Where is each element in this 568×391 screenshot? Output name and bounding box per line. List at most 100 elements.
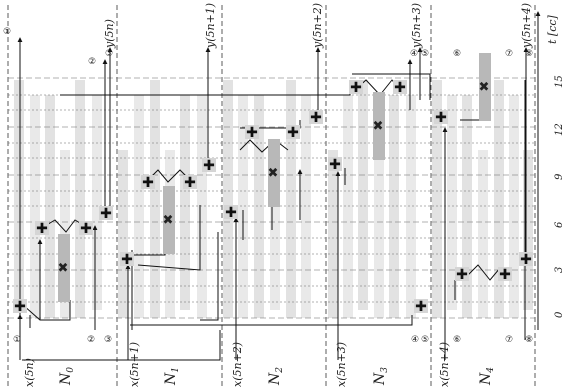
- register-stripe: [270, 150, 280, 310]
- input-label-4: x(5n+4): [438, 342, 451, 387]
- cycle-tick-6: 6: [554, 221, 565, 228]
- cycle-tick-0: 0: [554, 311, 565, 318]
- adder-3-2: ✚: [394, 80, 406, 96]
- marker-bottom-6: ⑥: [453, 335, 461, 345]
- adder-4-2: ✚: [499, 267, 511, 283]
- output-label-3: y(5n+3): [410, 3, 423, 49]
- register-stripe: [494, 80, 504, 318]
- block-label-0: N0: [58, 367, 76, 386]
- register-stripe: [509, 95, 519, 318]
- register-stripe: [30, 95, 40, 318]
- register-stripe: [447, 95, 457, 310]
- register-stripe: [180, 95, 190, 310]
- adder-1-1: ✚: [142, 175, 154, 191]
- adder-0-3: ✚: [100, 206, 112, 222]
- block-label-1: N1: [163, 367, 181, 386]
- adder-cell: [455, 267, 469, 281]
- multiplier-column: [58, 234, 70, 302]
- adder-cell: [245, 125, 259, 139]
- wire-1c: [137, 205, 201, 271]
- register-stripe: [301, 95, 311, 318]
- adder-4-1: ✚: [456, 267, 468, 283]
- adder-1-0: ✚: [121, 252, 133, 268]
- svg-text:N3: N3: [372, 367, 390, 386]
- multiplier-column: [373, 92, 385, 160]
- adder-1-2: ✚: [184, 175, 196, 191]
- wire-0b: [22, 300, 71, 321]
- multiplier-0: ✖: [58, 261, 69, 276]
- register-stripe: [118, 150, 128, 318]
- multiplier-column: [268, 139, 280, 207]
- marker-bottom-1: ①: [13, 335, 21, 345]
- svg-text:N0: N0: [58, 367, 76, 386]
- adder-cell: [286, 125, 300, 139]
- svg-text:N1: N1: [163, 367, 181, 386]
- adder-cell: [202, 158, 216, 172]
- marker-bottom-8: ⑧: [525, 335, 533, 345]
- register-stripe: [134, 95, 144, 318]
- adder-0-2: ✚: [80, 221, 92, 237]
- adder-0-1: ✚: [36, 221, 48, 237]
- wire-1e: [200, 232, 219, 321]
- adder-cell: [328, 157, 342, 171]
- register-stripe: [45, 95, 55, 318]
- adder-0-0: ✚: [14, 299, 26, 315]
- cycle-axis-label: t [cc]: [546, 14, 559, 44]
- adder-4-0: ✚: [435, 110, 447, 126]
- adder-3-1: ✚: [350, 80, 362, 96]
- adder-2-2: ✚: [287, 125, 299, 141]
- wire-1d: [147, 169, 191, 183]
- register-stripe: [197, 95, 207, 318]
- wire-3e: [352, 73, 431, 100]
- marker-top-2: ②: [88, 57, 96, 67]
- marker-bottom-2: ②: [87, 335, 95, 345]
- adder-4-3: ✚: [520, 252, 532, 268]
- adder-cell: [349, 80, 363, 94]
- multiplier-1: ✖: [163, 213, 174, 228]
- marker-bottom-7: ⑦: [505, 335, 513, 345]
- register-stripe: [389, 95, 399, 318]
- adder-2-1: ✚: [246, 125, 258, 141]
- adder-cell: [414, 299, 428, 313]
- adder-cell: [309, 110, 323, 124]
- svg-text:N2: N2: [267, 367, 285, 386]
- wire-0e: [44, 219, 86, 233]
- adder-1-3: ✚: [203, 158, 215, 174]
- register-stripe: [343, 95, 353, 318]
- input-label-3: x(5n+3): [335, 342, 348, 387]
- input-label-1: x(5n+1): [128, 342, 141, 387]
- wire-bus-top: [60, 80, 351, 96]
- adder-cell: [79, 221, 93, 235]
- register-stripe: [238, 95, 248, 318]
- marker-top-5: ⑤: [421, 49, 429, 59]
- block-label-2: N2: [267, 367, 285, 386]
- wire-bus-bottom: [22, 330, 221, 361]
- adder-cell: [99, 206, 113, 220]
- adder-2-0: ✚: [225, 205, 237, 221]
- multiplier-column: [163, 186, 175, 254]
- adder-2-3: ✚: [310, 110, 322, 126]
- multiplier-column: [479, 53, 491, 121]
- adder-cell: [120, 252, 134, 266]
- marker-top-8: ⑧: [525, 49, 533, 59]
- adder-3-3: ✚: [415, 299, 427, 315]
- register-stripe: [75, 80, 85, 318]
- output-label-2: y(5n+2): [311, 3, 324, 49]
- register-stripe: [14, 80, 24, 310]
- marker-top-4: ④: [410, 49, 418, 59]
- register-stripe: [462, 95, 472, 318]
- svg-text:N4: N4: [478, 367, 496, 386]
- marker-top-6: ⑥: [453, 49, 461, 59]
- cycle-tick-9: 9: [554, 173, 565, 180]
- adder-cell: [183, 175, 197, 189]
- adder-3-0: ✚: [329, 157, 341, 173]
- output-label-4: y(5n+4): [520, 3, 533, 49]
- cycle-tick-12: 12: [554, 123, 565, 136]
- input-label-0: x(5n): [23, 358, 36, 387]
- register-stripe: [432, 80, 442, 318]
- multiplier-3: ✖: [373, 119, 384, 134]
- register-stripe: [374, 150, 384, 318]
- adder-cell: [13, 299, 27, 313]
- marker-top-3: ③: [105, 49, 113, 59]
